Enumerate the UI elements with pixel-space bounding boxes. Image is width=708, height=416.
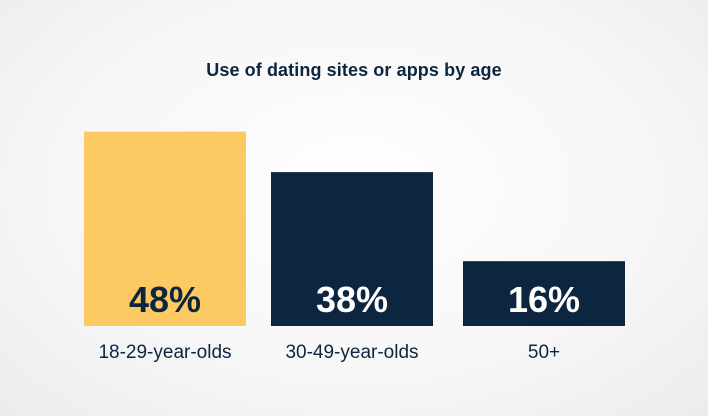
bar-2 xyxy=(271,172,433,326)
category-label-3: 50+ xyxy=(528,342,560,363)
bar-1 xyxy=(84,131,246,326)
category-label-1: 18-29-year-olds xyxy=(98,342,231,363)
bar-value-label-1: 48% xyxy=(129,279,201,320)
chart-title: Use of dating sites or apps by age xyxy=(206,60,502,80)
category-label-2: 30-49-year-olds xyxy=(285,342,418,363)
bar-value-label-3: 16% xyxy=(508,279,580,320)
bar-3 xyxy=(463,261,625,326)
bar-value-label-2: 38% xyxy=(316,279,388,320)
